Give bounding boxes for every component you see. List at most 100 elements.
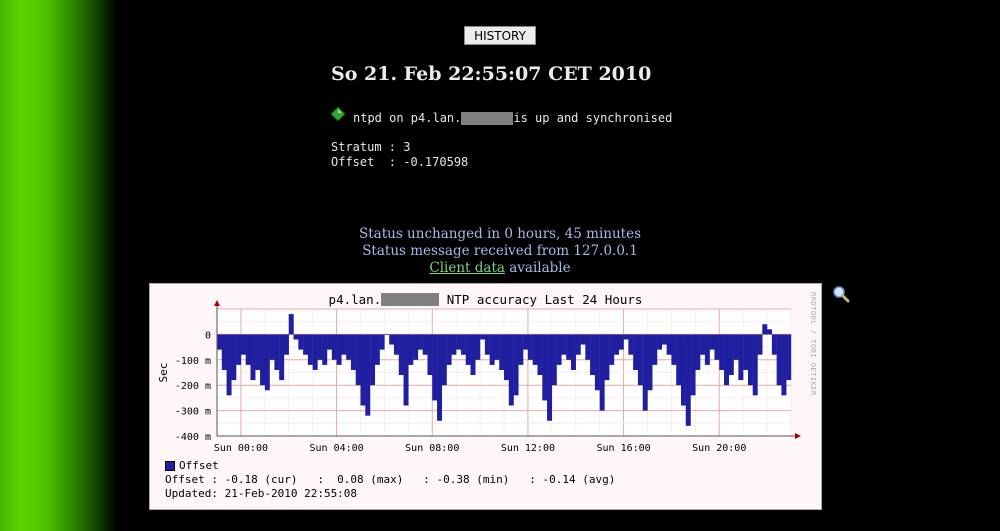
x-tick-label: Sun 00:00 xyxy=(214,443,268,454)
redacted-hostname xyxy=(381,293,440,306)
offset-bar xyxy=(499,334,505,370)
status-unchanged-text: Status unchanged in 0 hours, 45 minutes xyxy=(359,226,641,242)
offset-bar xyxy=(331,334,337,360)
offset-bar xyxy=(236,334,242,365)
offset-bar xyxy=(767,329,773,335)
x-tick-label: Sun 08:00 xyxy=(405,443,459,454)
offset-bar xyxy=(719,334,725,370)
offset-bar xyxy=(255,334,261,370)
offset-bar xyxy=(676,334,682,386)
offset-bar xyxy=(489,334,495,365)
status-suffix: is up and synchronised xyxy=(513,111,673,125)
offset-bar xyxy=(341,334,347,355)
status-summary: Status unchanged in 0 hours, 45 minutes … xyxy=(300,226,700,277)
client-data-link[interactable]: Client data xyxy=(429,260,505,276)
legend-entry-offset: Offset xyxy=(165,459,615,473)
offset-bar xyxy=(322,334,328,365)
offset-bar xyxy=(575,334,581,355)
rrd-graph[interactable]: p4.lan. NTP accuracy Last 24 Hours 0 -100… xyxy=(149,283,822,510)
green-gradient-band xyxy=(0,0,118,531)
y-tick-label: 0 xyxy=(205,330,211,341)
history-button[interactable]: HISTORY xyxy=(464,26,536,45)
offset-bar xyxy=(408,334,414,365)
offset-bar xyxy=(437,334,443,421)
offset-bar xyxy=(757,334,763,355)
offset-bar xyxy=(456,334,462,350)
offset-bar xyxy=(728,334,734,376)
offset-bar xyxy=(628,334,634,355)
offset-bar xyxy=(709,334,715,350)
offset-bar xyxy=(724,334,730,386)
offset-bar xyxy=(537,334,543,376)
client-data-line: Client data available xyxy=(300,260,700,277)
offset-bar xyxy=(465,334,471,365)
page-title-datetime: So 21. Feb 22:55:07 CET 2010 xyxy=(331,63,652,85)
updated-line: Updated: 21-Feb-2010 22:55:08 xyxy=(165,487,358,500)
offset-bar xyxy=(303,334,309,355)
offset-bar xyxy=(700,334,706,355)
offset-bar xyxy=(355,334,361,386)
graph-title-prefix: p4.lan. xyxy=(328,292,382,307)
offset-bar xyxy=(570,334,576,370)
offset-line: Offset : -0.170598 xyxy=(331,155,469,169)
offset-bar xyxy=(657,334,663,350)
offset-bar xyxy=(480,334,486,340)
offset-bar xyxy=(762,324,768,335)
ntp-details: Stratum : 3 Offset : -0.170598 xyxy=(331,140,468,170)
offset-bar xyxy=(432,334,438,401)
offset-bar xyxy=(451,334,457,355)
offset-bar xyxy=(786,334,792,381)
offset-bar xyxy=(384,334,390,335)
offset-bar xyxy=(417,334,423,350)
offset-bar xyxy=(365,334,371,416)
graph-title: p4.lan. NTP accuracy Last 24 Hours xyxy=(150,292,821,307)
offset-bar xyxy=(547,334,553,421)
offset-bar xyxy=(312,334,318,370)
offset-bar xyxy=(652,334,658,365)
offset-bar xyxy=(221,334,227,370)
offset-bar xyxy=(293,334,299,340)
offset-bar xyxy=(666,334,672,355)
offset-bar xyxy=(685,334,691,426)
offset-bar xyxy=(279,334,285,381)
y-tick-label: -300 m xyxy=(175,407,211,418)
offset-bar xyxy=(427,334,433,376)
offset-bar xyxy=(260,334,266,386)
offset-bar xyxy=(738,334,744,381)
offset-bar xyxy=(475,334,481,360)
offset-bar xyxy=(336,334,342,365)
offset-bar xyxy=(403,334,409,406)
offset-bar xyxy=(374,334,380,365)
offset-bar xyxy=(637,334,643,386)
offset-bar xyxy=(370,334,376,386)
offset-bar xyxy=(250,334,256,381)
offset-bar xyxy=(542,334,548,401)
offset-bar xyxy=(556,334,562,365)
y-tick-label: -400 m xyxy=(175,432,211,443)
offset-bar xyxy=(389,334,395,345)
offset-bar xyxy=(460,334,466,355)
offset-bar xyxy=(245,334,251,365)
offset-bar xyxy=(523,334,529,350)
offset-bar xyxy=(508,334,514,406)
offset-bar xyxy=(470,334,476,376)
offset-bar xyxy=(288,314,294,335)
offset-bar xyxy=(231,334,237,381)
offset-bar xyxy=(752,334,758,396)
offset-bar xyxy=(642,334,648,411)
offset-bar xyxy=(590,334,596,376)
offset-bar xyxy=(566,334,572,360)
x-tick-label: Sun 12:00 xyxy=(501,443,555,454)
offset-bar xyxy=(518,334,524,365)
magnifier-icon[interactable] xyxy=(832,285,850,303)
offset-bar xyxy=(441,334,447,386)
green-diamond-icon xyxy=(331,107,345,121)
offset-bar xyxy=(585,334,591,360)
offset-bar xyxy=(379,334,385,350)
offset-bar xyxy=(360,334,366,406)
offset-bar xyxy=(422,334,428,355)
offset-bar xyxy=(623,334,629,340)
stats-line: Offset : -0.18 (cur) : 0.08 (max) : -0.3… xyxy=(165,473,616,486)
offset-bar xyxy=(413,334,419,360)
